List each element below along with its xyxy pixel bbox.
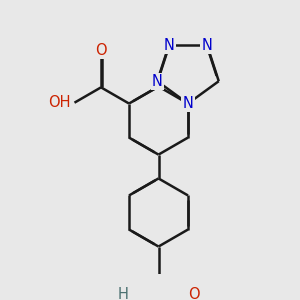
Text: N: N: [152, 74, 163, 89]
Text: N: N: [183, 96, 194, 111]
Text: OH: OH: [49, 95, 71, 110]
Text: N: N: [164, 38, 174, 52]
Text: N: N: [202, 38, 212, 52]
Text: O: O: [188, 287, 200, 300]
Text: H: H: [118, 287, 129, 300]
Text: O: O: [95, 43, 107, 58]
